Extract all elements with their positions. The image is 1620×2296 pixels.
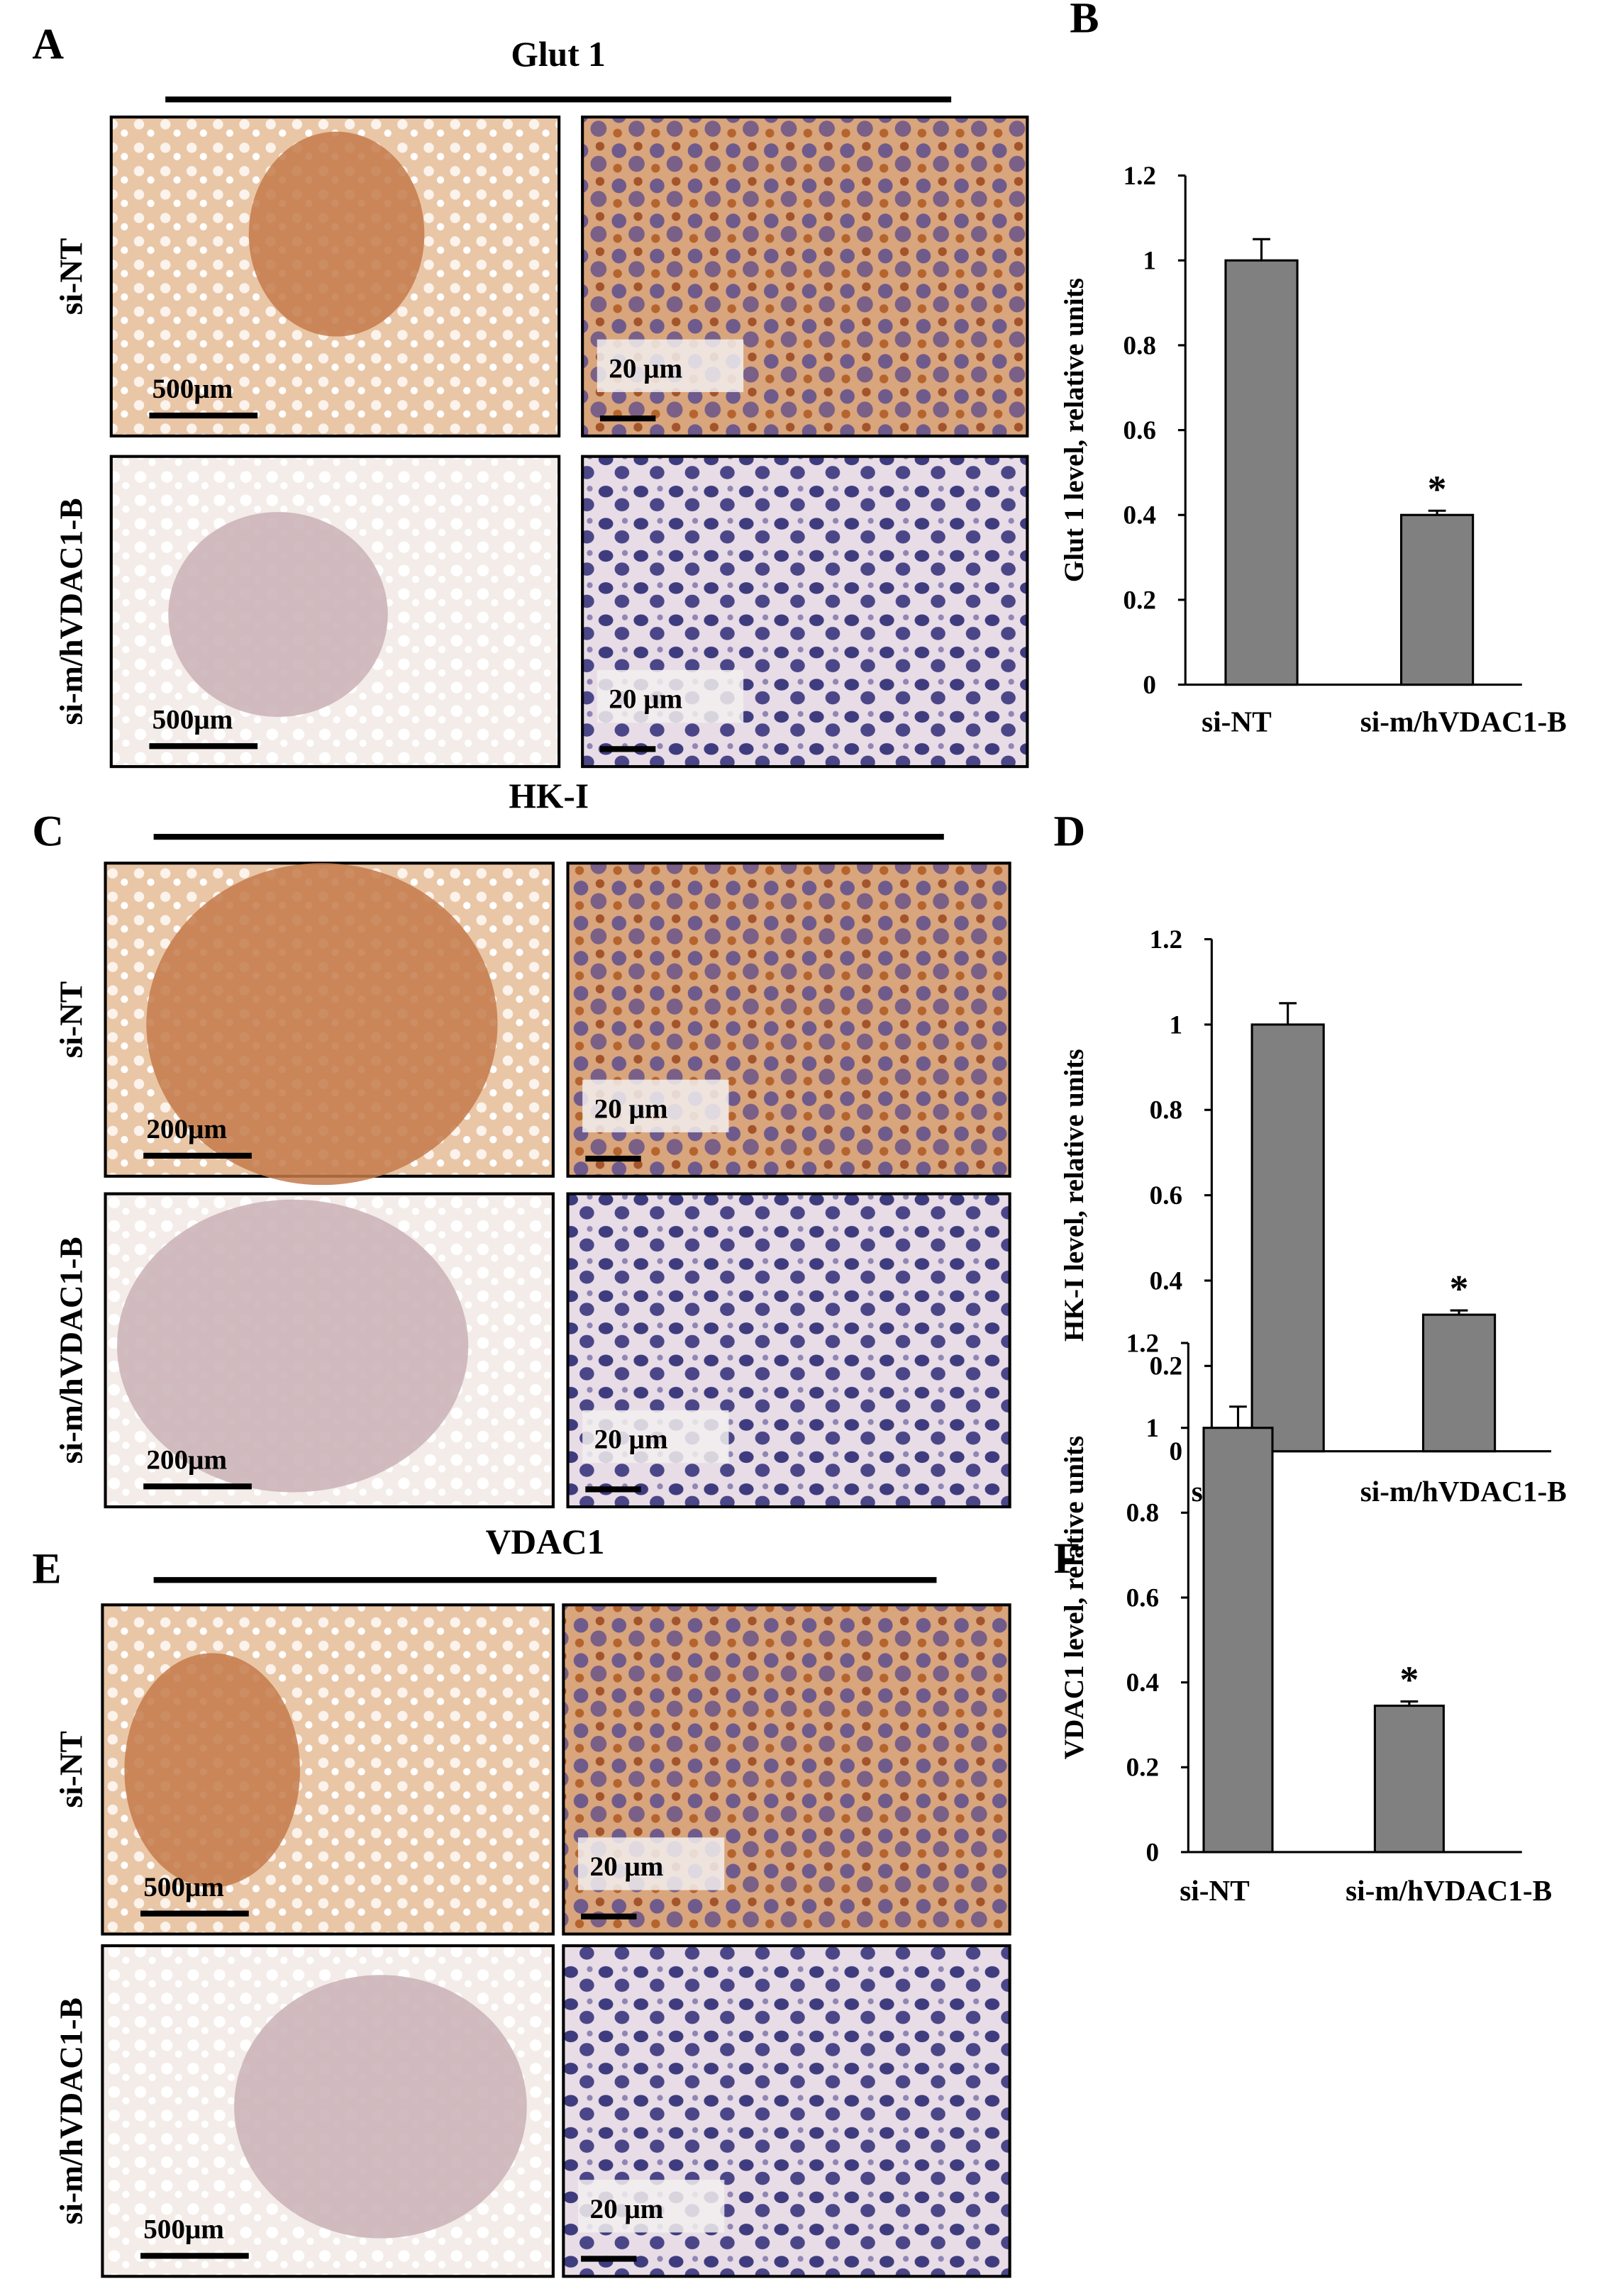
scale-bar-label: 20 μm [609, 353, 682, 384]
row-label: si-m/hVDAC1-B [54, 1237, 89, 1464]
tumor-region [234, 1975, 527, 2239]
significance-mark: * [1399, 1659, 1419, 1701]
scale-bar-label: 500μm [143, 2214, 224, 2245]
bar [1421, 1313, 1497, 1453]
y-axis-label: HK-I level, relative units [1059, 1049, 1089, 1342]
scale-bar-label: 200μm [146, 1444, 227, 1475]
panel-letter: A [32, 21, 64, 69]
y-tick-label: 0.4 [1150, 1266, 1182, 1295]
y-tick-label: 1 [1170, 1010, 1183, 1040]
y-tick-label: 1 [1146, 1414, 1160, 1443]
y-tick-label: 0.8 [1150, 1096, 1182, 1125]
y-tick-label: 0 [1146, 1838, 1160, 1867]
tumor-region [168, 512, 388, 717]
scale-bar-label: 20 μm [609, 684, 682, 715]
significance-mark: * [1428, 468, 1447, 511]
y-tick-label: 1.2 [1126, 1329, 1159, 1358]
row-label: si-NT [54, 1731, 89, 1807]
tumor-region [146, 863, 498, 1186]
scale-bar-label: 200μm [146, 1114, 227, 1144]
x-tick-label: si-NT [1180, 1874, 1250, 1907]
error-bar [1450, 1309, 1468, 1315]
scale-bar-box [597, 339, 744, 392]
bar [1399, 513, 1475, 686]
y-tick-label: 0.4 [1126, 1668, 1159, 1698]
x-tick-label: si-m/hVDAC1-B [1360, 706, 1567, 738]
y-tick-label: 0.2 [1126, 1754, 1159, 1783]
bar [1250, 1023, 1325, 1453]
x-tick-label: si-NT [1202, 706, 1272, 738]
scale-bar-label: 20 μm [594, 1425, 668, 1455]
y-tick-label: 0.6 [1124, 416, 1156, 445]
block-title: HK-I [509, 776, 589, 815]
y-tick-label: 0.8 [1124, 331, 1156, 360]
y-tick-label: 0 [1170, 1437, 1183, 1466]
y-axis-label: VDAC1 level, relative units [1059, 1436, 1089, 1759]
panel-letter: C [32, 808, 64, 856]
y-tick-label: 1.2 [1150, 925, 1182, 954]
bar [1202, 1427, 1274, 1854]
y-tick-label: 0.2 [1124, 586, 1156, 615]
scale-bar-box [577, 2180, 725, 2233]
scale-bar-box [582, 1079, 729, 1132]
scale-bar-label: 500μm [143, 1872, 224, 1902]
error-bar [1229, 1405, 1247, 1428]
y-axis-label: Glut 1 level, relative units [1059, 278, 1089, 582]
scale-bar-label: 20 μm [594, 1093, 668, 1124]
scale-bar-label: 500μm [152, 374, 233, 404]
scale-bar-label: 20 μm [589, 1851, 663, 1882]
panel-letter: D [1054, 808, 1086, 856]
panel-letter: E [32, 1544, 61, 1593]
scale-bar-label: 20 μm [589, 2194, 663, 2224]
panel-letter: B [1070, 0, 1099, 42]
y-tick-label: 1.2 [1124, 162, 1156, 191]
scale-bar-label: 500μm [152, 704, 233, 735]
row-label: si-NT [54, 981, 89, 1058]
y-tick-label: 0.2 [1150, 1352, 1182, 1381]
tumor-region [117, 1199, 469, 1493]
scale-bar-box [597, 669, 744, 723]
block-title: VDAC1 [486, 1522, 605, 1561]
bar [1373, 1705, 1445, 1854]
error-bar [1400, 1700, 1419, 1706]
bar [1224, 259, 1299, 686]
row-label: si-m/hVDAC1-B [54, 498, 89, 725]
error-bar [1253, 238, 1270, 261]
panel-letter: F [1054, 1534, 1081, 1583]
y-tick-label: 0.4 [1124, 501, 1156, 530]
scale-bar-box [577, 1837, 725, 1890]
tumor-region [124, 1653, 300, 1888]
tumor-region [248, 131, 425, 337]
y-tick-label: 0.8 [1126, 1499, 1159, 1528]
y-tick-label: 0 [1143, 671, 1156, 700]
error-bar [1279, 1002, 1297, 1025]
error-bar [1428, 509, 1446, 516]
scale-bar-box [582, 1410, 729, 1464]
block-title: Glut 1 [511, 35, 605, 74]
row-label: si-NT [54, 238, 89, 315]
significance-mark: * [1450, 1268, 1469, 1310]
y-tick-label: 0.6 [1126, 1583, 1159, 1612]
row-label: si-m/hVDAC1-B [54, 1997, 89, 2224]
x-tick-label: si-m/hVDAC1-B [1346, 1874, 1552, 1907]
y-tick-label: 1 [1143, 247, 1156, 276]
x-tick-label: si-m/hVDAC1-B [1360, 1475, 1567, 1508]
y-tick-label: 0.6 [1150, 1181, 1182, 1210]
